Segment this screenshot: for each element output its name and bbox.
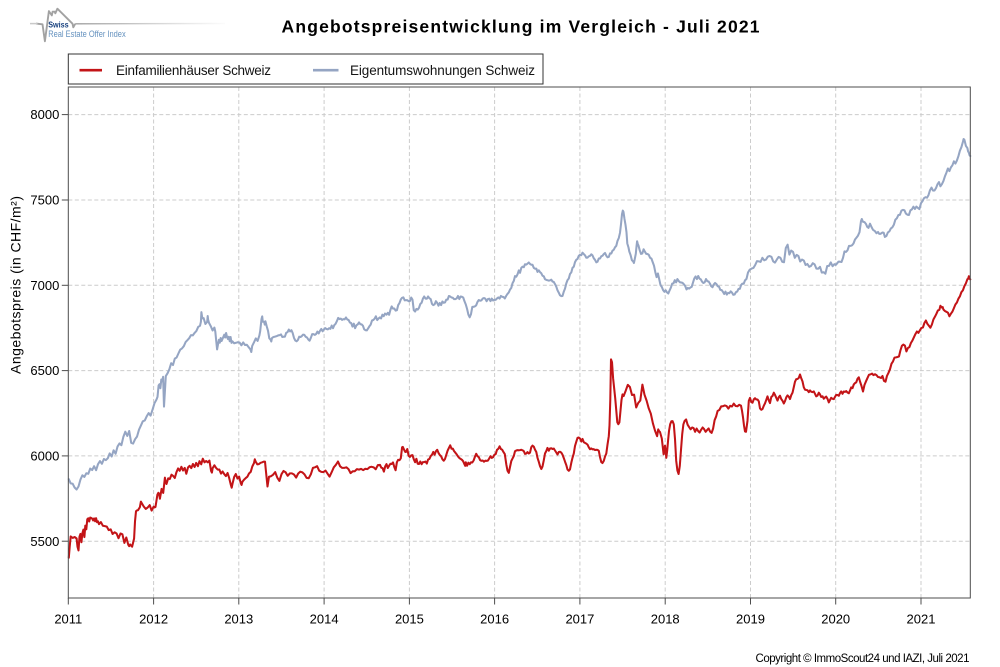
svg-text:2012: 2012 — [139, 611, 168, 626]
svg-text:2017: 2017 — [565, 611, 594, 626]
svg-text:Copyright © ImmoScout24 und IA: Copyright © ImmoScout24 und IAZI, Juli 2… — [756, 653, 970, 665]
svg-text:2019: 2019 — [736, 611, 765, 626]
svg-text:6000: 6000 — [30, 449, 59, 464]
svg-text:2011: 2011 — [54, 611, 82, 626]
svg-text:8000: 8000 — [30, 107, 59, 122]
svg-text:2016: 2016 — [480, 611, 509, 626]
svg-text:2015: 2015 — [395, 611, 424, 626]
svg-text:6500: 6500 — [30, 363, 59, 378]
svg-text:2018: 2018 — [651, 611, 680, 626]
svg-text:7500: 7500 — [30, 193, 59, 208]
svg-text:2013: 2013 — [224, 611, 253, 626]
svg-text:Angebotspreis (in CHF/m²): Angebotspreis (in CHF/m²) — [8, 196, 24, 374]
svg-text:Eigentumswohnungen Schweiz: Eigentumswohnungen Schweiz — [350, 63, 535, 78]
svg-text:Swiss: Swiss — [48, 21, 69, 30]
svg-text:2021: 2021 — [907, 611, 936, 626]
svg-text:2014: 2014 — [310, 611, 339, 626]
svg-text:2020: 2020 — [821, 611, 850, 626]
svg-text:7000: 7000 — [30, 278, 59, 293]
svg-text:5500: 5500 — [30, 534, 59, 549]
svg-text:Einfamilienhäuser Schweiz: Einfamilienhäuser Schweiz — [116, 63, 271, 78]
svg-text:Real Estate Offer Index: Real Estate Offer Index — [48, 29, 126, 40]
